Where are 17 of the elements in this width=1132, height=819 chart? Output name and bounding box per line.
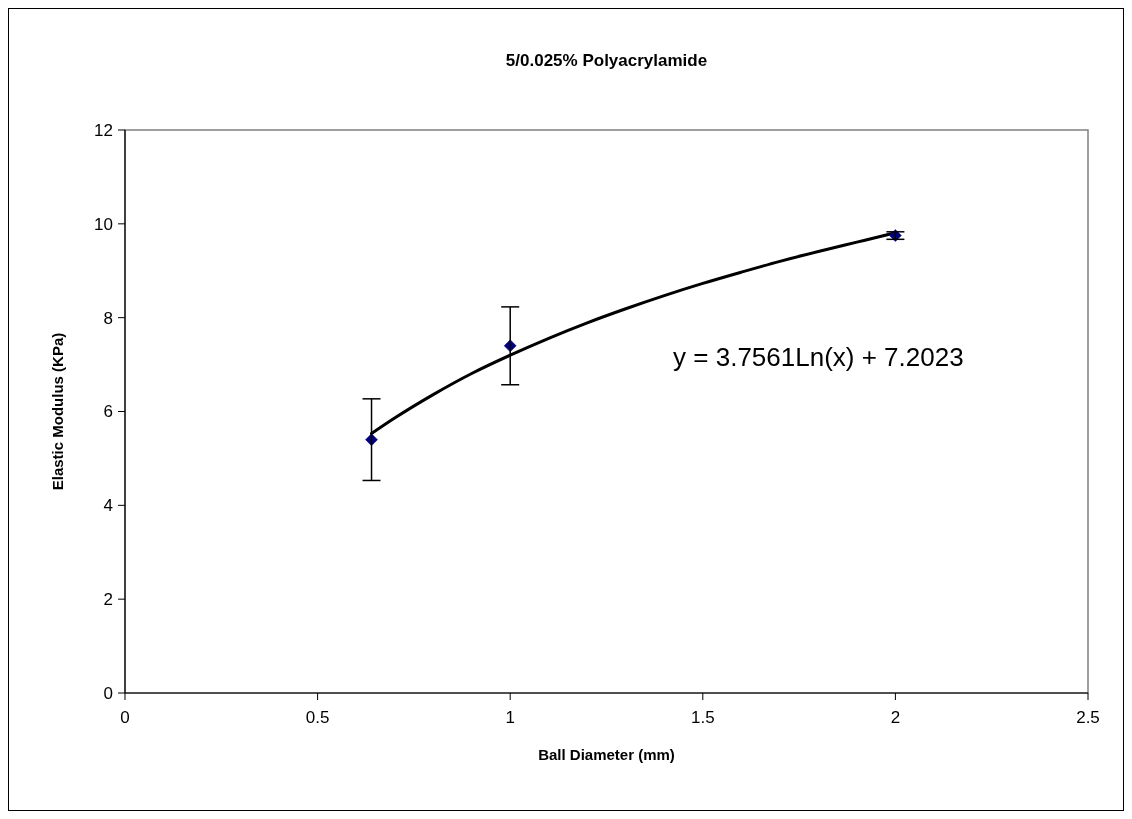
x-tick-label: 2 <box>890 708 901 727</box>
y-tick-label: 2 <box>103 590 113 610</box>
x-tick-label: 1 <box>505 708 515 727</box>
annotation: y = 3.7561Ln(x) + 7.2023 <box>673 342 964 373</box>
y-tick-label: 0 <box>103 683 113 703</box>
y-tick-label: 6 <box>103 402 113 422</box>
x-tick-label: 1.5 <box>690 708 715 727</box>
y-tick-label: 4 <box>103 496 113 516</box>
y-tick-label: 8 <box>103 308 113 328</box>
x-axis-title: Ball Diameter (mm) <box>538 746 675 763</box>
y-tick-label: 12 <box>94 120 113 140</box>
y-axis-title: Elastic Modulus (KPa) <box>49 332 66 491</box>
chart-title: 5/0.025% Polyacrylamide <box>505 51 708 70</box>
x-tick-label: 2.5 <box>1076 708 1100 727</box>
y-tick-label: 10 <box>94 214 113 234</box>
x-tick-label: 0.5 <box>305 708 330 727</box>
x-tick-label: 0 <box>120 708 130 727</box>
